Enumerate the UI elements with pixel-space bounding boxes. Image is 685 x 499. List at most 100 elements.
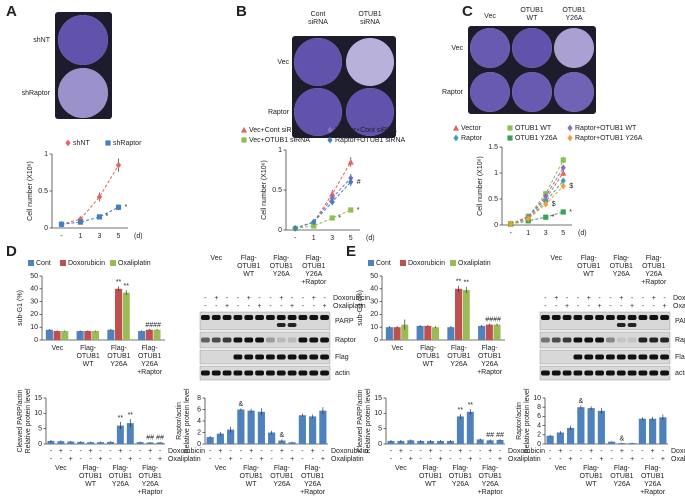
series-line [61,164,119,225]
condition-sign: - [209,448,212,455]
marker [311,218,317,226]
condition-sign: - [280,303,283,310]
well-stain [346,88,394,136]
column-label: OTUB1 siRNA [358,11,381,26]
bar [455,288,463,340]
condition-sign: + [247,295,251,302]
condition-sign: - [323,295,326,302]
bar [122,292,130,340]
y-axis-label: Cleaved PARP/actinRelative protein level [17,388,32,453]
legend-label: Cont [376,260,391,267]
marker [58,221,65,227]
bar [577,407,585,444]
group-label: Flag-OTUB1 WT [419,465,442,488]
legend-label: Vec+Cont siRNA [249,127,302,134]
well-stain [512,28,552,68]
condition-sign: - [237,295,240,302]
column-label: Vec [484,13,496,20]
blot-strip [539,349,671,365]
condition-sign: - [620,303,623,310]
band-label: Flag [675,354,685,361]
bar [431,327,440,340]
significance: * [125,204,128,211]
x-tick-label: 3 [330,235,334,242]
blot-band [649,315,659,320]
condition-sign: - [642,295,645,302]
blot-band [244,370,254,376]
y-tick-label: 6 [537,413,541,420]
marker [560,164,566,172]
legend-marker [65,139,71,147]
panel-label: E [346,243,356,260]
blot-band [616,323,626,327]
band-label: Raptor [335,337,357,344]
significance: ## [486,432,494,439]
condition-sign: - [215,303,218,310]
significance: ## [485,316,493,323]
blot-band [595,315,604,320]
blot-band [638,315,648,320]
blot-strip [539,311,671,331]
condition-sign: - [139,456,142,463]
blot-band [309,370,319,376]
blot-band [584,370,594,376]
group-label: Vec [395,465,407,472]
band-label: Raptor [675,337,685,344]
condition-sign: - [390,456,393,463]
blot-band [244,337,254,343]
series-line [295,181,352,229]
blot-band [541,370,550,376]
y-tick-label: 0 [374,337,378,344]
condition-sign: + [630,456,634,463]
condition-sign: + [565,303,569,310]
bar [206,437,214,444]
bar [493,324,501,340]
bar [76,331,84,340]
condition-sign: - [250,456,253,463]
significance: ** [118,415,124,422]
lane-group-label: Flag-OTUB1 Y26A [610,255,633,278]
condition-sign: - [609,303,612,310]
bar [237,409,245,444]
bar [587,408,595,444]
x-tick-label: - [294,235,297,242]
condition-sign: - [621,456,624,463]
condition-sign: - [269,295,272,302]
condition-sign: - [555,303,558,310]
condition-sign: - [641,448,644,455]
condition-label: Oxaliplatin [333,303,366,310]
marker [96,214,103,220]
condition-sign: + [569,456,573,463]
bar [47,440,55,444]
group-label: Flag-OTUB1 Y26A +Raptor [138,465,164,496]
y-tick-label: 20 [370,311,378,318]
legend-label: OTUB1 WT [515,125,552,132]
legend-marker [105,140,111,146]
y-tick-label: 0 [278,227,282,234]
bar [115,288,123,340]
band-label: actin [335,370,350,377]
marker [347,158,354,165]
condition-sign: + [258,303,262,310]
band-label: Flag [335,354,349,361]
significance: ** [468,402,474,409]
condition-sign: + [225,303,229,310]
legend-marker [452,124,460,131]
condition-sign: + [429,448,433,455]
condition-sign: - [204,295,207,302]
condition-sign: - [600,448,603,455]
y-tick-label: 8 [537,404,541,411]
blot-band [627,323,637,327]
blot-band [266,337,275,343]
condition-sign: - [80,456,83,463]
row-label: shNT [33,37,50,44]
condition-sign: - [429,456,432,463]
y-tick-label: 40 [30,286,38,293]
condition-sign: - [226,295,229,302]
condition-sign: + [587,295,591,302]
blot-band [638,337,648,343]
condition-sign: + [218,448,222,455]
y-tick-label: 10 [374,410,382,417]
condition-sign: + [663,303,667,310]
blot-band [627,337,637,343]
